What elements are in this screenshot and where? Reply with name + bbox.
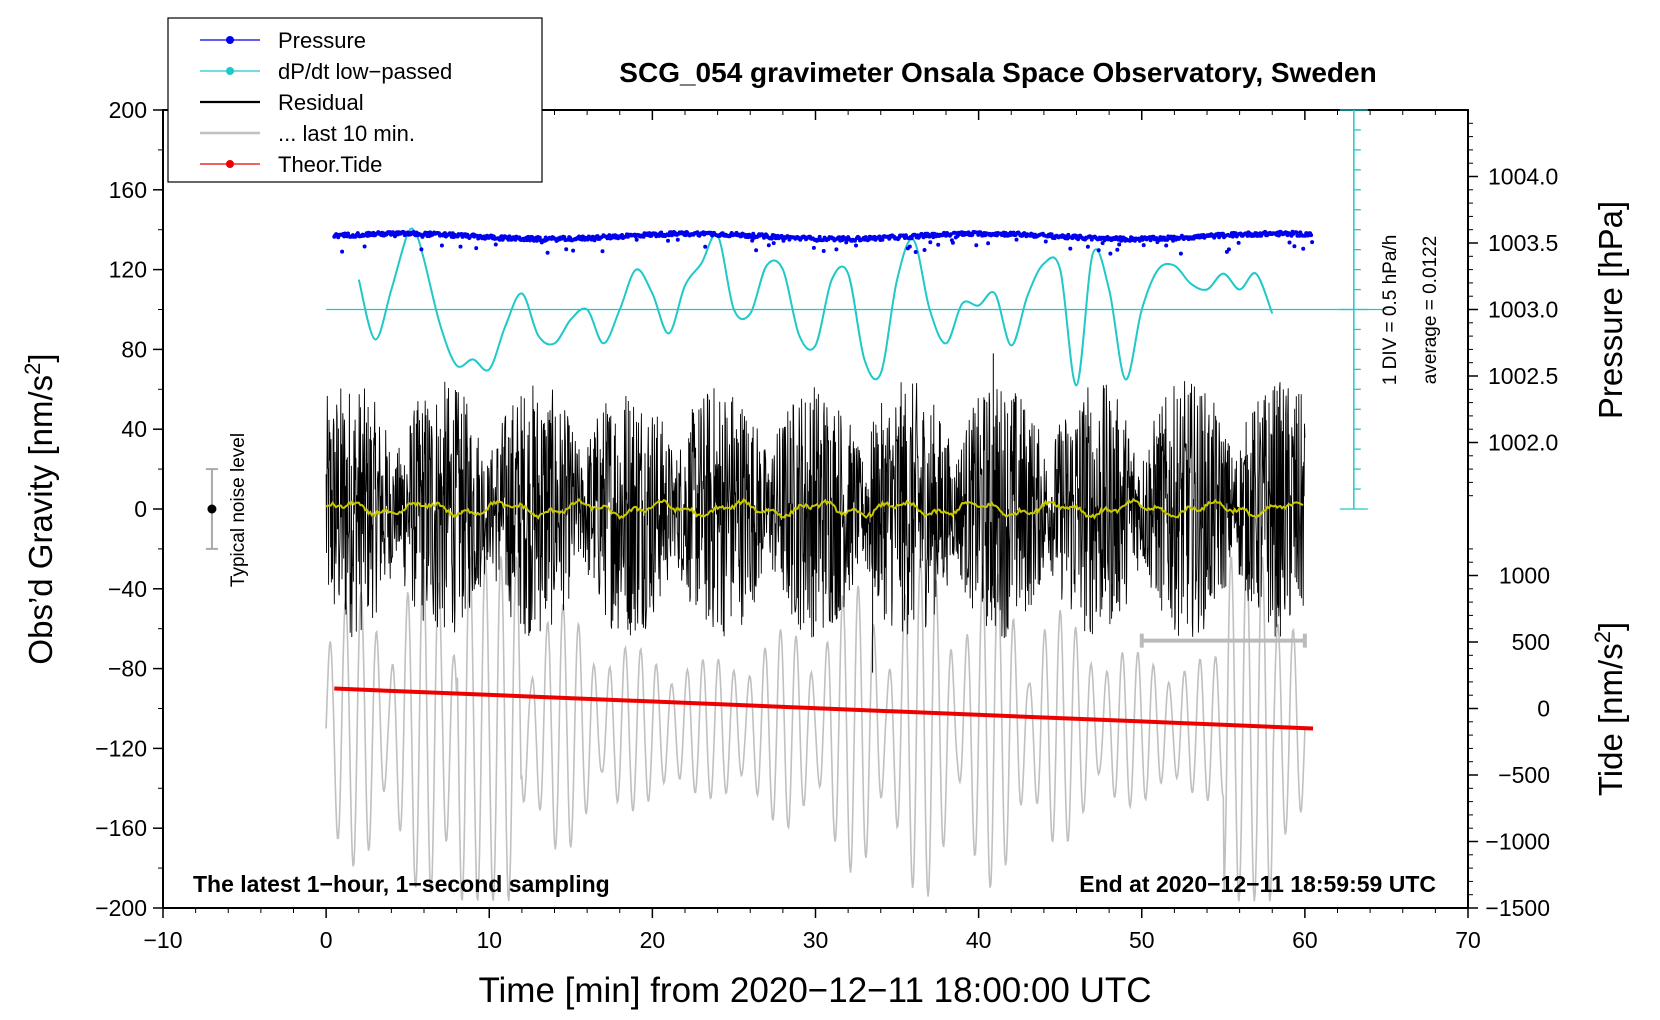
ylabel-tide-sup: 2 [1590,631,1615,643]
x-tick-label: 10 [476,927,502,953]
ylabel-gravity-end: ] [22,353,59,362]
y-tick-label: −200 [95,895,147,921]
x-tick-label: 60 [1292,927,1318,953]
chart-extras [205,468,1307,648]
x-tick-label: 30 [803,927,829,953]
legend-box [167,17,543,183]
legend-marker [226,67,234,75]
tide-tick-label: 0 [1537,696,1550,722]
x-tick-label: 20 [640,927,666,953]
y-tick-label: 80 [121,336,147,362]
pressure-tick-label: 1003.5 [1488,230,1558,256]
x-tick-label: 50 [1129,927,1155,953]
x-tick-label: 70 [1455,927,1481,953]
pressure-series [332,229,1315,256]
tide-tick-label: −500 [1498,762,1550,788]
ylabel-gravity-sup: 2 [20,363,45,375]
noise-level-label: Typical noise level [228,433,249,587]
x-axis-label: Time [min] from 2020−12−11 18:00:00 UTC [478,971,1151,1010]
pressure-tick-label: 1004.0 [1488,164,1558,190]
y-axis-label-gravity: Obs’d Gravity [nm/s2] [20,353,59,664]
pressure-tick-label: 1002.0 [1488,430,1558,456]
chart-title: SCG_054 gravimeter Onsala Space Observat… [619,57,1376,88]
y-axis-label-pressure: Pressure [hPa] [1592,201,1629,419]
y-tick-label: −40 [108,576,147,602]
legend-label: Residual [278,90,364,115]
y-tick-label: −120 [95,735,147,761]
y-tick-label: 120 [109,257,147,283]
tide-tick-label: −1500 [1485,895,1550,921]
y-tick-label: 40 [121,416,147,442]
tide-tick-label: −1000 [1485,829,1550,855]
legend-label: Theor.Tide [278,152,382,177]
dpdt-div-label: 1 DIV = 0.5 hPa/h [1380,235,1401,386]
legend: Pressure dP/dt low−passed Residual ... last… [167,17,543,183]
y-axis-label-tide: Tide [nm/s2] [1590,622,1629,796]
x-tick-label: 0 [320,927,333,953]
ylabel-tide-end: ] [1592,622,1629,631]
legend-marker [226,36,234,44]
annotation-latest-hour: The latest 1−hour, 1−second sampling [193,871,610,897]
dpdt-line [357,227,1274,387]
ylabel-tide-main: Tide [nm/s [1592,643,1629,796]
theoretical-tide-series [334,686,1314,731]
residual-smoothed-series [325,497,1304,521]
ylabel-gravity-main: Obs’d Gravity [nm/s [22,375,59,665]
noise-level-dot [207,504,217,514]
x-tick-label: 40 [966,927,992,953]
legend-marker [226,160,234,168]
y-tick-label: 200 [109,97,147,123]
legend-label: dP/dt low−passed [278,59,452,84]
axes: −10 0 10 20 30 40 50 60 70 200 160 120 80 40 0 −40 −80 −1… [95,97,1558,953]
pressure-tick-label: 1003.0 [1488,297,1558,323]
x-tick-label: −10 [143,927,182,953]
last-10-min-series [325,554,1306,902]
y-tick-label: 0 [134,496,147,522]
y-tick-label: −80 [108,656,147,682]
dpdt-average-label: average = 0.0122 [1420,236,1441,384]
residual-line [325,381,1306,639]
last-10-min-line [325,554,1306,902]
annotation-end-time: End at 2020−12−11 18:59:59 UTC [1079,871,1436,897]
pressure-tick-label: 1002.5 [1488,363,1558,389]
residual-smoothed-line [325,497,1304,521]
legend-label: ... last 10 min. [278,121,415,146]
tide-line [334,686,1314,731]
tide-tick-label: 1000 [1499,563,1550,589]
legend-label: Pressure [278,28,366,53]
tide-tick-label: 500 [1512,629,1550,655]
y-tick-label: −160 [95,815,147,841]
dpdt-series [326,109,1387,510]
y-tick-label: 160 [109,177,147,203]
pressure-dots [332,229,1315,256]
